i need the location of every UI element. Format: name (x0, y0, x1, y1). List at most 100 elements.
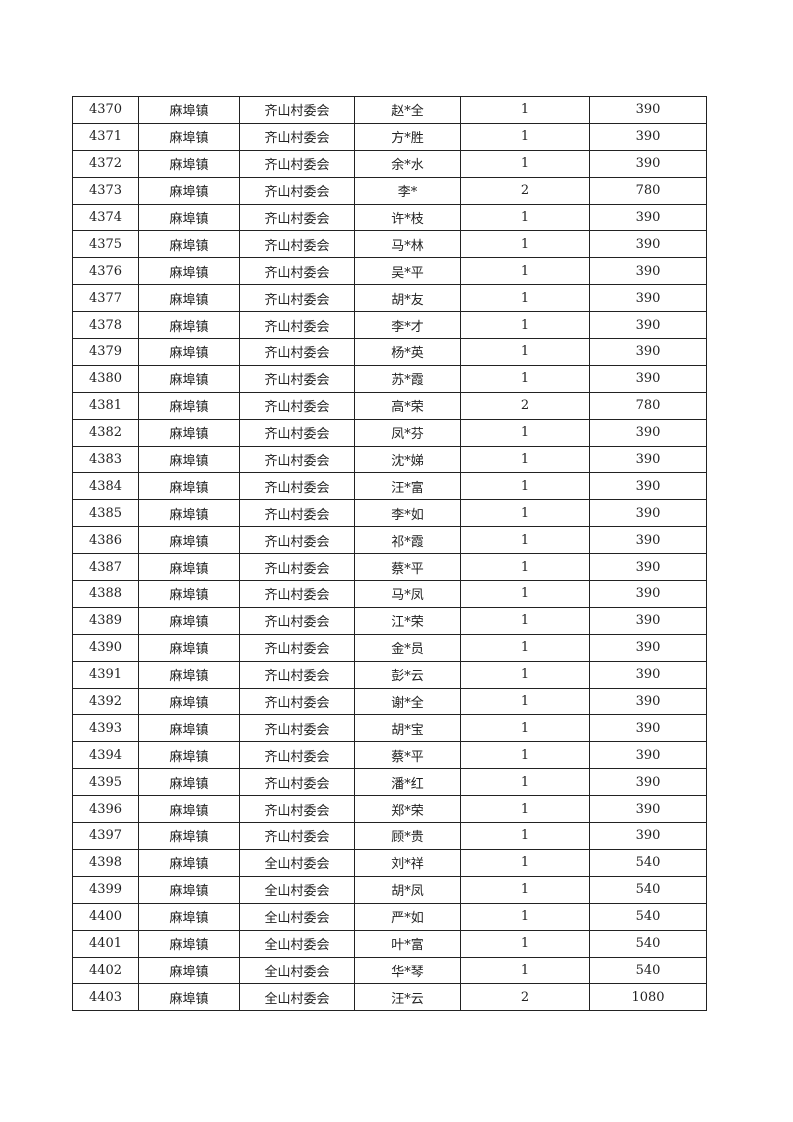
row-number-cell: 4387 (72, 553, 139, 582)
count-cell: 1 (460, 284, 590, 313)
person-name-cell: 马*林 (354, 230, 461, 259)
person-name-cell: 凤*芬 (354, 418, 461, 447)
town-cell: 麻埠镇 (138, 364, 240, 393)
village-committee-cell: 齐山村委会 (239, 714, 355, 743)
count-cell: 1 (460, 472, 590, 501)
person-name-cell: 金*员 (354, 633, 461, 662)
row-number-cell: 4390 (72, 633, 139, 662)
count-cell: 1 (460, 687, 590, 716)
table-row: 4386 麻埠镇 齐山村委会 祁*霞 1 390 (72, 526, 707, 555)
village-committee-cell: 全山村委会 (239, 983, 355, 1012)
amount-cell: 780 (589, 176, 707, 205)
count-cell: 1 (460, 848, 590, 877)
person-name-cell: 余*水 (354, 149, 461, 178)
person-name-cell: 胡*凤 (354, 875, 461, 904)
amount-cell: 390 (589, 149, 707, 178)
count-cell: 1 (460, 149, 590, 178)
table-row: 4403 麻埠镇 全山村委会 汪*云 2 1080 (72, 983, 707, 1012)
town-cell: 麻埠镇 (138, 902, 240, 931)
row-number-cell: 4379 (72, 338, 139, 366)
amount-cell: 390 (589, 687, 707, 716)
amount-cell: 1080 (589, 983, 707, 1012)
table-row: 4390 麻埠镇 齐山村委会 金*员 1 390 (72, 633, 707, 662)
count-cell: 1 (460, 822, 590, 850)
row-number-cell: 4397 (72, 822, 139, 850)
amount-cell: 390 (589, 472, 707, 501)
town-cell: 麻埠镇 (138, 822, 240, 850)
table-row: 4388 麻埠镇 齐山村委会 马*凤 1 390 (72, 580, 707, 608)
village-committee-cell: 齐山村委会 (239, 606, 355, 635)
town-cell: 麻埠镇 (138, 230, 240, 259)
row-number-cell: 4381 (72, 391, 139, 420)
row-number-cell: 4395 (72, 768, 139, 797)
town-cell: 麻埠镇 (138, 149, 240, 178)
amount-cell: 540 (589, 956, 707, 985)
count-cell: 1 (460, 257, 590, 286)
town-cell: 麻埠镇 (138, 391, 240, 420)
town-cell: 麻埠镇 (138, 96, 240, 124)
table-row: 4387 麻埠镇 齐山村委会 蔡*平 1 390 (72, 553, 707, 582)
row-number-cell: 4383 (72, 445, 139, 474)
village-committee-cell: 齐山村委会 (239, 499, 355, 528)
count-cell: 1 (460, 311, 590, 340)
table-row: 4398 麻埠镇 全山村委会 刘*祥 1 540 (72, 848, 707, 877)
table-row: 4370 麻埠镇 齐山村委会 赵*全 1 390 (72, 96, 707, 124)
count-cell: 1 (460, 795, 590, 824)
town-cell: 麻埠镇 (138, 929, 240, 958)
town-cell: 麻埠镇 (138, 741, 240, 770)
town-cell: 麻埠镇 (138, 768, 240, 797)
table-row: 4376 麻埠镇 齐山村委会 吴*平 1 390 (72, 257, 707, 286)
count-cell: 2 (460, 391, 590, 420)
village-committee-cell: 齐山村委会 (239, 257, 355, 286)
table-row: 4379 麻埠镇 齐山村委会 杨*英 1 390 (72, 338, 707, 366)
person-name-cell: 方*胜 (354, 122, 461, 151)
amount-cell: 390 (589, 526, 707, 555)
count-cell: 1 (460, 418, 590, 447)
table-row: 4381 麻埠镇 齐山村委会 高*荣 2 780 (72, 391, 707, 420)
town-cell: 麻埠镇 (138, 660, 240, 689)
count-cell: 1 (460, 580, 590, 608)
count-cell: 1 (460, 364, 590, 393)
row-number-cell: 4393 (72, 714, 139, 743)
table-row: 4377 麻埠镇 齐山村委会 胡*友 1 390 (72, 284, 707, 313)
amount-cell: 390 (589, 553, 707, 582)
village-committee-cell: 齐山村委会 (239, 418, 355, 447)
amount-cell: 390 (589, 714, 707, 743)
table-row: 4395 麻埠镇 齐山村委会 潘*红 1 390 (72, 768, 707, 797)
row-number-cell: 4376 (72, 257, 139, 286)
person-name-cell: 马*凤 (354, 580, 461, 608)
count-cell: 1 (460, 633, 590, 662)
table-row: 4375 麻埠镇 齐山村委会 马*林 1 390 (72, 230, 707, 259)
table-row: 4371 麻埠镇 齐山村委会 方*胜 1 390 (72, 122, 707, 151)
table-row: 4378 麻埠镇 齐山村委会 李*才 1 390 (72, 311, 707, 340)
village-committee-cell: 齐山村委会 (239, 96, 355, 124)
count-cell: 2 (460, 176, 590, 205)
person-name-cell: 高*荣 (354, 391, 461, 420)
town-cell: 麻埠镇 (138, 176, 240, 205)
amount-cell: 390 (589, 580, 707, 608)
town-cell: 麻埠镇 (138, 875, 240, 904)
row-number-cell: 4398 (72, 848, 139, 877)
table-row: 4374 麻埠镇 齐山村委会 许*枝 1 390 (72, 203, 707, 232)
row-number-cell: 4384 (72, 472, 139, 501)
table-row: 4399 麻埠镇 全山村委会 胡*凤 1 540 (72, 875, 707, 904)
row-number-cell: 4382 (72, 418, 139, 447)
village-committee-cell: 全山村委会 (239, 956, 355, 985)
village-committee-cell: 齐山村委会 (239, 472, 355, 501)
person-name-cell: 叶*富 (354, 929, 461, 958)
count-cell: 2 (460, 983, 590, 1012)
person-name-cell: 刘*祥 (354, 848, 461, 877)
person-name-cell: 汪*富 (354, 472, 461, 501)
amount-cell: 780 (589, 391, 707, 420)
person-name-cell: 江*荣 (354, 606, 461, 635)
town-cell: 麻埠镇 (138, 580, 240, 608)
village-committee-cell: 齐山村委会 (239, 284, 355, 313)
amount-cell: 390 (589, 606, 707, 635)
village-committee-cell: 齐山村委会 (239, 660, 355, 689)
town-cell: 麻埠镇 (138, 956, 240, 985)
amount-cell: 540 (589, 875, 707, 904)
row-number-cell: 4392 (72, 687, 139, 716)
amount-cell: 540 (589, 848, 707, 877)
village-committee-cell: 齐山村委会 (239, 445, 355, 474)
person-name-cell: 李*才 (354, 311, 461, 340)
